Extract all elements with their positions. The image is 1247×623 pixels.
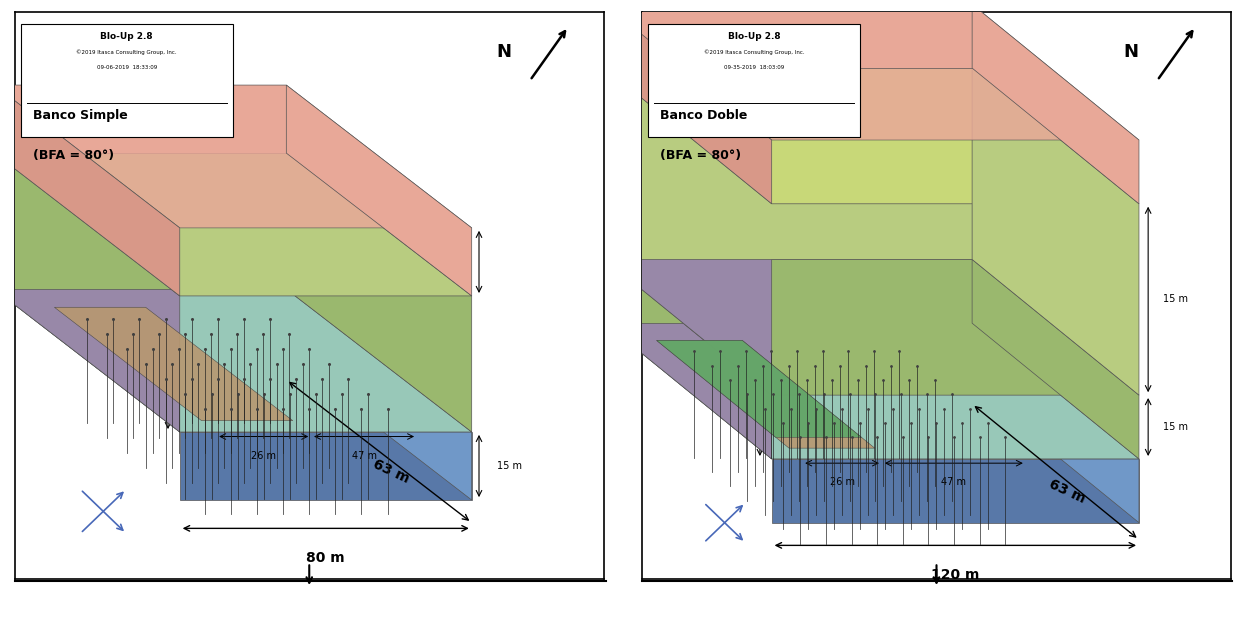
Bar <box>21 24 233 137</box>
Text: 75 m: 75 m <box>727 326 752 336</box>
Text: Banco Doble: Banco Doble <box>660 109 747 122</box>
Polygon shape <box>180 432 471 500</box>
Text: 15 m: 15 m <box>1163 295 1188 305</box>
Polygon shape <box>772 459 1139 523</box>
Polygon shape <box>657 340 862 437</box>
Polygon shape <box>605 68 973 259</box>
Text: N: N <box>496 43 511 61</box>
Polygon shape <box>605 259 1139 395</box>
Text: (BFA = 80°): (BFA = 80°) <box>660 148 741 161</box>
Polygon shape <box>0 153 287 289</box>
Text: 26 m: 26 m <box>251 450 276 460</box>
Polygon shape <box>287 85 471 296</box>
Polygon shape <box>605 68 772 395</box>
Text: ©2019 Itasca Consulting Group, Inc.: ©2019 Itasca Consulting Group, Inc. <box>703 49 804 55</box>
Text: Blo-Up 2.8: Blo-Up 2.8 <box>101 32 153 41</box>
Polygon shape <box>0 85 287 153</box>
Text: 15 m: 15 m <box>332 257 357 267</box>
Text: 47 m: 47 m <box>352 450 377 460</box>
Polygon shape <box>605 4 973 68</box>
Text: N: N <box>1124 43 1139 61</box>
Polygon shape <box>0 289 471 432</box>
Text: 15 m: 15 m <box>1163 422 1188 432</box>
Polygon shape <box>973 68 1139 395</box>
Polygon shape <box>287 153 471 432</box>
Polygon shape <box>973 323 1139 523</box>
Polygon shape <box>605 259 772 459</box>
Text: 120 m: 120 m <box>932 568 980 582</box>
Polygon shape <box>0 153 471 296</box>
Polygon shape <box>605 4 1139 140</box>
Polygon shape <box>287 289 471 500</box>
Text: 47 m: 47 m <box>941 477 966 487</box>
Text: ©2019 Itasca Consulting Group, Inc.: ©2019 Itasca Consulting Group, Inc. <box>76 49 177 55</box>
Text: 63 m: 63 m <box>370 457 412 486</box>
Text: 80 m: 80 m <box>307 551 345 565</box>
Text: 63 m: 63 m <box>1047 477 1087 506</box>
Text: 15 m: 15 m <box>496 461 521 471</box>
Polygon shape <box>973 259 1139 459</box>
Polygon shape <box>605 323 1139 459</box>
Text: Blo-Up 2.8: Blo-Up 2.8 <box>728 32 781 41</box>
Polygon shape <box>0 289 471 432</box>
Polygon shape <box>0 153 180 432</box>
Polygon shape <box>657 340 874 448</box>
Polygon shape <box>605 323 1139 459</box>
Polygon shape <box>605 68 1139 204</box>
Polygon shape <box>605 4 772 204</box>
Polygon shape <box>605 259 973 323</box>
Text: 45 m: 45 m <box>132 359 157 369</box>
Text: Banco Simple: Banco Simple <box>32 109 127 122</box>
Polygon shape <box>973 4 1139 204</box>
Polygon shape <box>0 85 180 296</box>
Text: 15 m: 15 m <box>961 167 986 177</box>
Text: (BFA = 80°): (BFA = 80°) <box>32 148 113 161</box>
Text: 09-35-2019  18:03:09: 09-35-2019 18:03:09 <box>725 65 784 70</box>
Text: 09-06-2019  18:33:09: 09-06-2019 18:33:09 <box>97 65 157 70</box>
Text: 26 m: 26 m <box>829 477 854 487</box>
Polygon shape <box>0 85 471 228</box>
Bar <box>648 24 860 137</box>
Polygon shape <box>55 307 293 421</box>
